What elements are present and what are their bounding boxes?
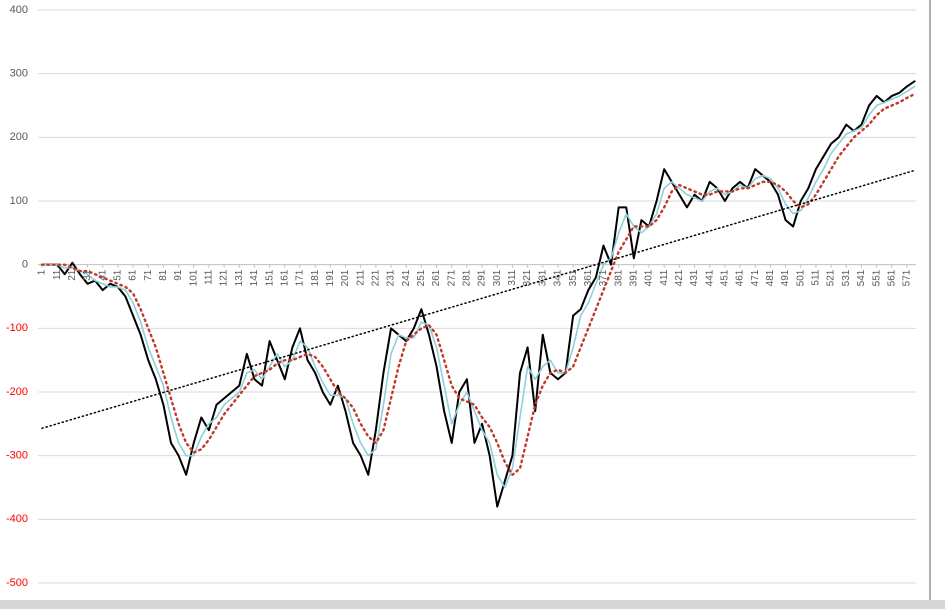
x-tick-label: 51 (113, 269, 124, 281)
x-tick-label: 291 (477, 269, 488, 286)
series-line (41, 85, 916, 489)
x-tick-label: 191 (325, 269, 336, 286)
x-tick-label: 371 (598, 269, 609, 286)
x-tick-label: 251 (416, 269, 427, 286)
x-tick-label: 271 (446, 269, 457, 286)
x-tick-label: 331 (537, 269, 548, 286)
x-tick-label: 241 (401, 269, 412, 286)
x-tick-label: 361 (583, 269, 594, 286)
x-tick-label: 451 (720, 269, 731, 286)
y-tick-label: -100 (6, 322, 28, 334)
x-tick-label: 211 (355, 269, 366, 285)
x-tick-label: 501 (795, 269, 806, 286)
y-tick-label: -200 (6, 386, 28, 398)
x-tick-label: 441 (704, 269, 715, 286)
y-tick-label: -300 (6, 450, 28, 462)
x-tick-label: 131 (234, 269, 245, 286)
x-tick-label: 531 (841, 269, 852, 286)
x-tick-label: 391 (628, 269, 639, 286)
x-tick-label: 111 (204, 269, 215, 285)
x-tick-label: 561 (886, 269, 897, 286)
x-tick-label: 181 (310, 269, 321, 286)
x-tick-label: 491 (780, 269, 791, 286)
x-tick-label: 71 (143, 269, 154, 281)
x-tick-label: 311 (507, 269, 518, 285)
x-tick-label: 411 (659, 269, 670, 285)
y-tick-label: -400 (6, 513, 28, 525)
series-line (40, 92, 916, 476)
x-tick-label: 351 (568, 269, 579, 286)
x-tick-label: 571 (902, 269, 913, 286)
x-tick-label: 321 (522, 269, 533, 286)
y-tick-label: -500 (6, 577, 28, 589)
x-tick-label: 421 (674, 269, 685, 286)
x-tick-label: 21 (67, 269, 78, 281)
y-tick-label: 400 (10, 4, 28, 16)
x-tick-label: 1 (37, 269, 48, 275)
x-tick-label: 281 (462, 269, 473, 286)
x-tick-label: 471 (750, 269, 761, 286)
x-tick-label: 261 (431, 269, 442, 286)
y-tick-label: 0 (22, 259, 28, 271)
x-tick-label: 401 (644, 269, 655, 286)
x-tick-label: 541 (856, 269, 867, 286)
x-tick-label: 481 (765, 269, 776, 286)
x-tick-label: 461 (735, 269, 746, 286)
x-tick-label: 301 (492, 269, 503, 286)
x-tick-label: 161 (279, 269, 290, 286)
x-tick-label: 121 (219, 269, 230, 286)
x-tick-label: 61 (128, 269, 139, 281)
x-tick-label: 101 (188, 269, 199, 286)
x-tick-label: 81 (158, 269, 169, 281)
x-tick-label: 341 (553, 269, 564, 286)
x-tick-label: 381 (613, 269, 624, 286)
y-tick-label: 300 (10, 68, 28, 80)
x-tick-label: 201 (340, 269, 351, 286)
x-tick-label: 511 (811, 269, 822, 285)
x-tick-label: 41 (97, 269, 108, 281)
series-line (41, 169, 916, 430)
x-tick-label: 11 (52, 269, 63, 280)
x-tick-label: 91 (173, 269, 184, 281)
x-tick-label: 431 (689, 269, 700, 286)
x-tick-label: 231 (386, 269, 397, 286)
x-tick-label: 141 (249, 269, 260, 286)
x-tick-label: 521 (826, 269, 837, 286)
x-tick-label: 551 (871, 269, 882, 286)
plot-area (40, 80, 916, 508)
x-tick-label: 221 (370, 269, 381, 286)
window-bottom-bar (0, 600, 945, 609)
y-tick-label: 100 (10, 195, 28, 207)
x-tick-label: 31 (82, 269, 93, 281)
x-tick-label: 151 (264, 269, 275, 286)
grid (38, 9, 916, 584)
y-tick-label: 200 (10, 131, 28, 143)
x-tick-label: 171 (295, 269, 306, 286)
